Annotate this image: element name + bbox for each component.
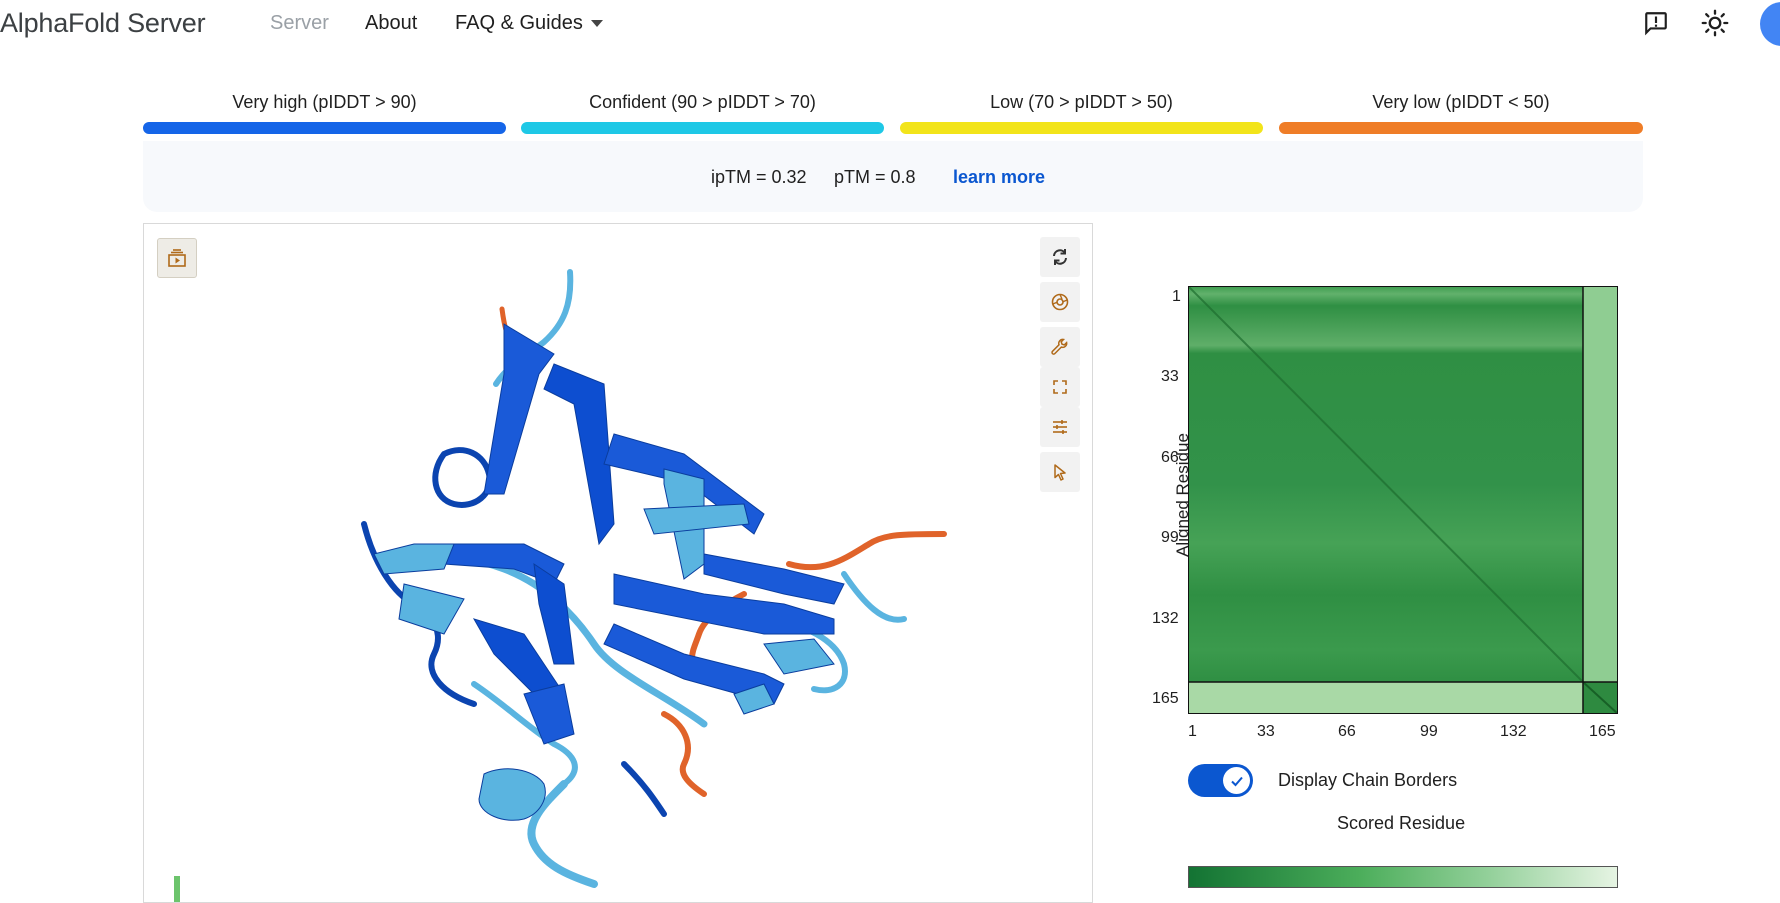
- legend-very-high: Very high (pIDDT > 90): [143, 90, 506, 134]
- x-tick: 1: [1188, 723, 1197, 740]
- nav-faq-label: FAQ & Guides: [455, 12, 583, 34]
- metrics-panel: ipTM = 0.32 pTM = 0.8 learn more: [143, 141, 1643, 212]
- toggle-label: Display Chain Borders: [1278, 770, 1458, 790]
- learn-more-link[interactable]: learn more: [953, 167, 1046, 187]
- fullscreen-icon[interactable]: [1040, 367, 1080, 407]
- nav-server[interactable]: Server: [270, 12, 329, 34]
- chevron-down-icon: [590, 20, 603, 28]
- y-tick: 99: [1161, 529, 1179, 546]
- x-tick: 165: [1589, 723, 1616, 740]
- pae-heatmap[interactable]: [1188, 286, 1618, 714]
- top-bar: AlphaFold Server Server About FAQ & Guid…: [0, 0, 1780, 48]
- iptm-value: ipTM = 0.32: [711, 167, 807, 187]
- playback-icon[interactable]: [157, 238, 197, 278]
- legend-bar: [521, 122, 884, 134]
- brand-title[interactable]: AlphaFold Server: [0, 8, 206, 38]
- y-tick: 1: [1172, 288, 1181, 305]
- legend-label: Low (70 > pIDDT > 50): [990, 92, 1173, 112]
- feedback-icon[interactable]: [1641, 8, 1671, 38]
- nav-faq-guides[interactable]: FAQ & Guides: [455, 12, 603, 35]
- y-tick: 66: [1161, 449, 1179, 466]
- legend-label: Very high (pIDDT > 90): [232, 92, 417, 112]
- nav-about[interactable]: About: [365, 12, 418, 34]
- pointer-icon[interactable]: [1040, 452, 1080, 492]
- x-tick: 66: [1338, 723, 1356, 740]
- avatar[interactable]: [1760, 2, 1780, 46]
- theme-toggle-icon[interactable]: [1700, 8, 1730, 38]
- chain-borders-toggle[interactable]: [1188, 764, 1253, 797]
- x-tick: 99: [1420, 723, 1438, 740]
- legend-low: Low (70 > pIDDT > 50): [900, 90, 1263, 134]
- check-icon: [1223, 767, 1250, 794]
- sliders-icon[interactable]: [1040, 407, 1080, 447]
- y-tick: 33: [1161, 368, 1179, 385]
- legend-bar: [900, 122, 1263, 134]
- legend-very-low: Very low (pIDDT < 50): [1279, 90, 1643, 134]
- legend-label: Confident (90 > pIDDT > 70): [589, 92, 816, 112]
- legend-bar: [1279, 122, 1643, 134]
- x-tick: 132: [1500, 723, 1527, 740]
- legend-bar: [143, 122, 506, 134]
- x-tick: 33: [1257, 723, 1275, 740]
- y-tick: 165: [1152, 690, 1179, 707]
- rotate-icon[interactable]: [1040, 237, 1080, 277]
- legend-label: Very low (pIDDT < 50): [1372, 92, 1550, 112]
- pae-x-axis-title: Scored Residue: [1337, 813, 1466, 833]
- wrench-icon[interactable]: [1040, 327, 1080, 367]
- y-tick: 132: [1152, 610, 1179, 627]
- protein-structure[interactable]: [144, 224, 1093, 903]
- ptm-value: pTM = 0.8: [834, 167, 916, 187]
- camera-icon[interactable]: [1040, 282, 1080, 322]
- structure-viewer[interactable]: [143, 223, 1093, 903]
- pae-color-scale: [1188, 866, 1618, 888]
- legend-confident: Confident (90 > pIDDT > 70): [521, 90, 884, 134]
